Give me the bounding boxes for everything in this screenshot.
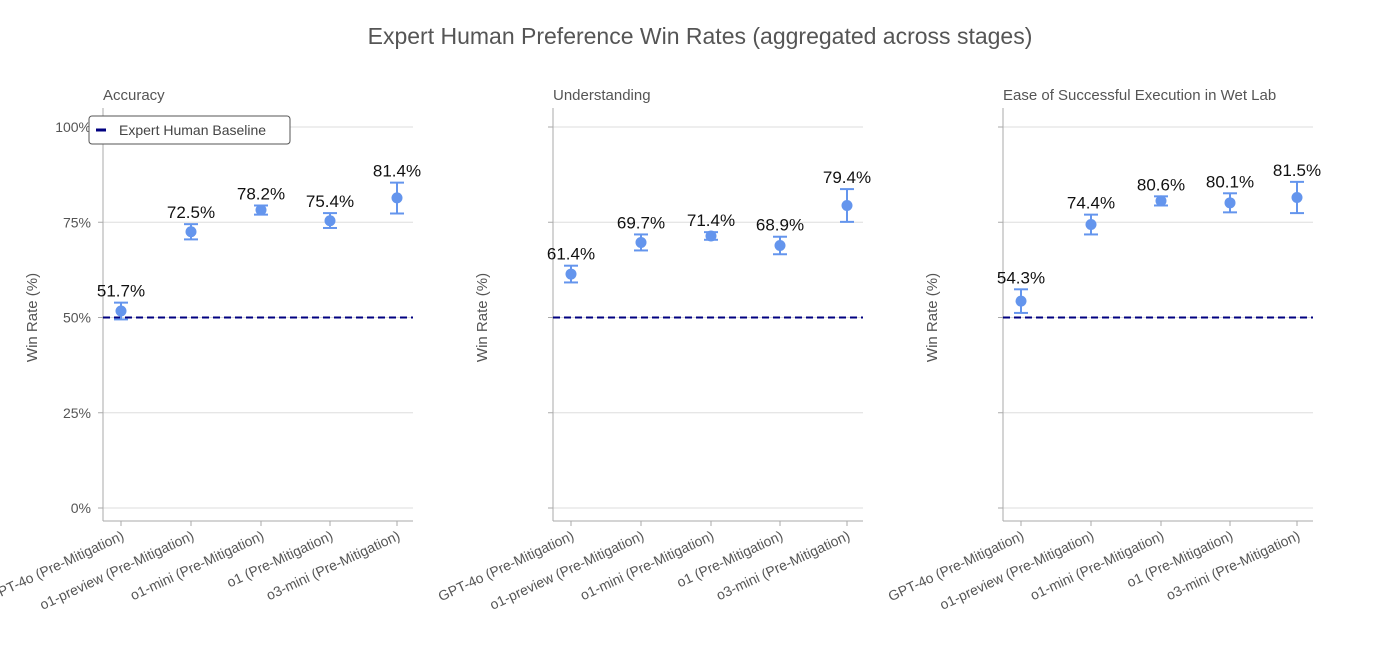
chart-title: Expert Human Preference Win Rates (aggre… bbox=[368, 23, 1033, 49]
legend-label: Expert Human Baseline bbox=[119, 122, 266, 138]
data-point bbox=[1224, 197, 1236, 209]
data-point bbox=[1291, 191, 1303, 203]
data-label: 78.2% bbox=[237, 184, 285, 203]
data-label: 71.4% bbox=[687, 211, 735, 230]
data-label: 69.7% bbox=[617, 213, 665, 232]
data-point bbox=[635, 236, 647, 248]
data-point bbox=[774, 239, 786, 251]
data-label: 79.4% bbox=[823, 168, 871, 187]
y-axis-label: Win Rate (%) bbox=[474, 273, 491, 362]
data-label: 80.6% bbox=[1137, 175, 1185, 194]
data-label: 81.5% bbox=[1273, 161, 1321, 180]
legend-box bbox=[88, 115, 291, 145]
data-point bbox=[324, 215, 336, 227]
panel-title: Understanding bbox=[553, 87, 651, 104]
y-axis-label: Win Rate (%) bbox=[924, 273, 941, 362]
data-point bbox=[705, 230, 717, 242]
data-point bbox=[1085, 219, 1097, 231]
data-label: 75.4% bbox=[306, 192, 354, 211]
panel-title: Ease of Successful Execution in Wet Lab bbox=[1003, 87, 1276, 104]
y-axis-label: Win Rate (%) bbox=[24, 273, 41, 362]
data-point bbox=[1155, 195, 1167, 207]
data-label: 68.9% bbox=[756, 216, 804, 235]
data-label: 51.7% bbox=[97, 282, 145, 301]
data-label: 81.4% bbox=[373, 162, 421, 181]
y-tick-label: 100% bbox=[55, 119, 91, 135]
data-label: 74.4% bbox=[1067, 194, 1115, 213]
data-label: 54.3% bbox=[997, 268, 1045, 287]
data-point bbox=[185, 226, 197, 238]
data-label: 80.1% bbox=[1206, 172, 1254, 191]
panel-title: Accuracy bbox=[103, 87, 165, 104]
y-tick-label: 0% bbox=[71, 500, 91, 516]
data-point bbox=[391, 192, 403, 204]
y-tick-label: 75% bbox=[63, 214, 91, 230]
y-tick-label: 25% bbox=[63, 405, 91, 421]
data-label: 61.4% bbox=[547, 245, 595, 264]
data-label: 72.5% bbox=[167, 203, 215, 222]
data-point bbox=[255, 204, 267, 216]
data-point bbox=[115, 305, 127, 317]
data-point bbox=[841, 199, 853, 211]
y-tick-label: 50% bbox=[63, 310, 91, 326]
data-point bbox=[1015, 295, 1027, 307]
data-point bbox=[565, 268, 577, 280]
